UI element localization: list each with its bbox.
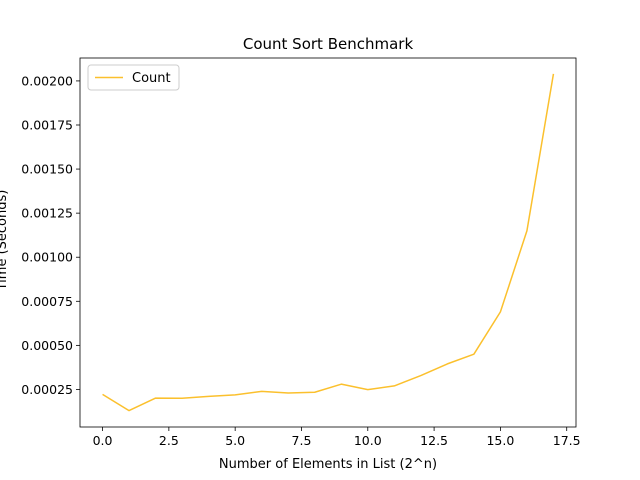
y-tick-label: 0.00100 — [21, 250, 73, 265]
x-tick-label: 7.5 — [292, 433, 312, 448]
legend-box — [87, 64, 180, 91]
x-tick-label: 0.0 — [93, 433, 113, 448]
y-tick-label: 0.00175 — [21, 117, 73, 132]
x-tick-label: 2.5 — [159, 433, 179, 448]
series-line-count — [102, 73, 555, 412]
y-tick-label: 0.00025 — [21, 382, 73, 397]
plot-area: 0.0 2.5 5.0 7.5 10.0 12.5 15.0 17.5 0.00025 0.000… — [21, 57, 581, 448]
x-axis-label: Number of Elements in List (2^n) — [219, 457, 437, 472]
x-tick-label: 10.0 — [354, 433, 382, 448]
x-tick-label: 5.0 — [225, 433, 245, 448]
y-tick-label: 0.00050 — [21, 338, 73, 353]
x-tick-label: 15.0 — [486, 433, 514, 448]
chart-title: Count Sort Benchmark — [243, 35, 414, 53]
y-tick-label: 0.00200 — [21, 73, 73, 88]
y-tick-label: 0.00125 — [21, 206, 73, 221]
x-tick-label: 12.5 — [420, 433, 448, 448]
legend-label-count: Count — [132, 71, 171, 86]
x-tick-label: 17.5 — [553, 433, 581, 448]
axes-frame — [79, 57, 577, 428]
y-tick-label: 0.00075 — [21, 294, 73, 309]
y-axis-label: Time (Seconds) — [0, 190, 10, 292]
y-tick-label: 0.00150 — [21, 162, 73, 177]
